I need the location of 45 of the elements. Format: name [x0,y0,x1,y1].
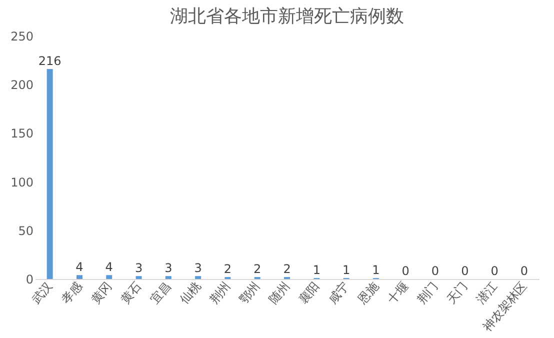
data-label: 4 [76,260,84,274]
x-tick-label: 天门 [444,279,470,306]
y-tick-label: 50 [18,224,34,238]
data-label: 0 [402,264,410,278]
data-label: 2 [283,262,291,276]
y-tick-label: 200 [10,78,34,92]
x-tick-label: 仙桃 [177,279,204,306]
x-tick-label: 随州 [266,279,292,306]
x-tick-label: 黄石 [118,279,144,306]
x-tick-label: 孝感 [58,279,85,306]
data-label: 2 [254,262,262,276]
x-tick-label: 宜昌 [148,279,174,306]
bar [46,69,53,279]
x-tick-label: 荆门 [414,279,441,306]
x-tick-label: 潜江 [474,279,500,306]
data-label: 2 [224,262,232,276]
bar [136,276,142,279]
x-tick-label: 荆州 [206,279,234,306]
x-tick-label: 恩施 [354,279,382,308]
data-label: 0 [431,264,440,278]
bar [195,276,202,279]
y-tick-label: 150 [10,126,34,141]
bar [106,275,112,279]
data-label: 4 [105,260,113,274]
x-tick-label: 黄冈 [88,279,114,306]
chart-title: 湖北省各地市新增死亡病例数 [170,6,404,27]
bar [165,276,172,279]
data-label: 3 [164,261,172,276]
data-label: 3 [194,261,202,276]
x-tick-label: 咸宁 [326,279,352,306]
x-tick-label: 十堰 [384,279,411,306]
data-label: 1 [312,263,320,278]
y-tick-label: 100 [10,175,34,190]
data-label: 1 [342,263,350,278]
data-label: 1 [372,263,380,278]
data-label: 216 [38,54,62,68]
bar [76,275,82,279]
data-label: 0 [520,264,528,278]
data-label: 0 [490,264,498,278]
data-label: 0 [461,264,469,278]
x-tick-label: 鄂州 [236,279,263,306]
y-tick-label: 0 [26,272,34,286]
y-tick-label: 250 [10,30,34,44]
data-label: 3 [134,261,143,276]
x-tick-label: 襄阳 [296,279,322,306]
